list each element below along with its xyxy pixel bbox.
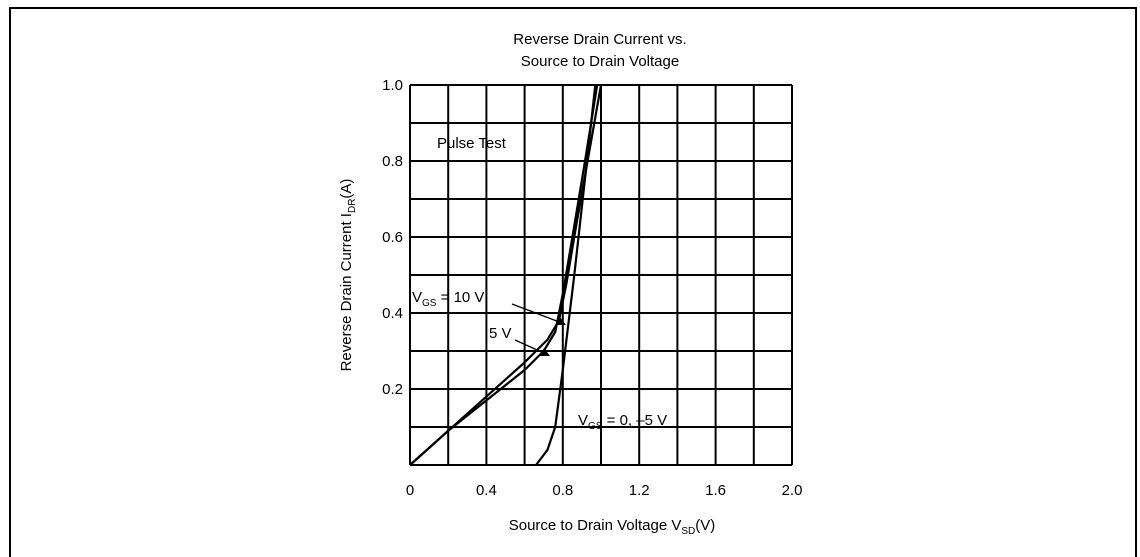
x-tick-label: 2.0 <box>782 482 803 499</box>
x-tick-label: 1.2 <box>629 482 650 499</box>
x-tick-label: 0.4 <box>476 482 497 499</box>
series-line-2 <box>535 84 597 466</box>
y-axis-label: Reverse Drain Current IDR(A) <box>338 179 358 372</box>
arrow-head-vgs-10v <box>556 317 566 325</box>
tick-labels: 0 0.4 0.8 1.2 1.6 2.0 0.2 0.4 0.6 0.8 1.0 <box>382 77 802 499</box>
figure-frame <box>9 7 1137 557</box>
y-tick-label: 0.6 <box>382 229 403 246</box>
y-tick-label: 0.4 <box>382 305 403 322</box>
x-axis-label: Source to Drain Voltage VSD(V) <box>509 517 716 537</box>
pulse-test-note: Pulse Test <box>437 135 507 152</box>
x-tick-label: 1.6 <box>705 482 726 499</box>
y-tick-label: 0.2 <box>382 381 403 398</box>
y-tick-label: 1.0 <box>382 77 403 94</box>
arrow-vgs-10v <box>511 303 563 324</box>
x-tick-label: 0 <box>406 482 414 499</box>
series-label-vgs-0-minus5v: VGS = 0, –5 V <box>578 412 667 432</box>
series-line-1 <box>409 84 599 466</box>
series-lines <box>409 84 603 466</box>
chart-grid <box>409 84 793 466</box>
x-tick-label: 0.8 <box>552 482 573 499</box>
series-label-vgs-10v: VGS = 10 V <box>412 289 484 309</box>
arrow-head-5v <box>540 348 550 356</box>
arrow-5v <box>514 339 547 355</box>
chart-title-line-2: Source to Drain Voltage <box>521 53 679 70</box>
chart-title-line-1: Reverse Drain Current vs. <box>513 31 686 48</box>
series-line-0 <box>409 84 603 466</box>
y-tick-label: 0.8 <box>382 153 403 170</box>
series-label-5v: 5 V <box>489 325 512 342</box>
